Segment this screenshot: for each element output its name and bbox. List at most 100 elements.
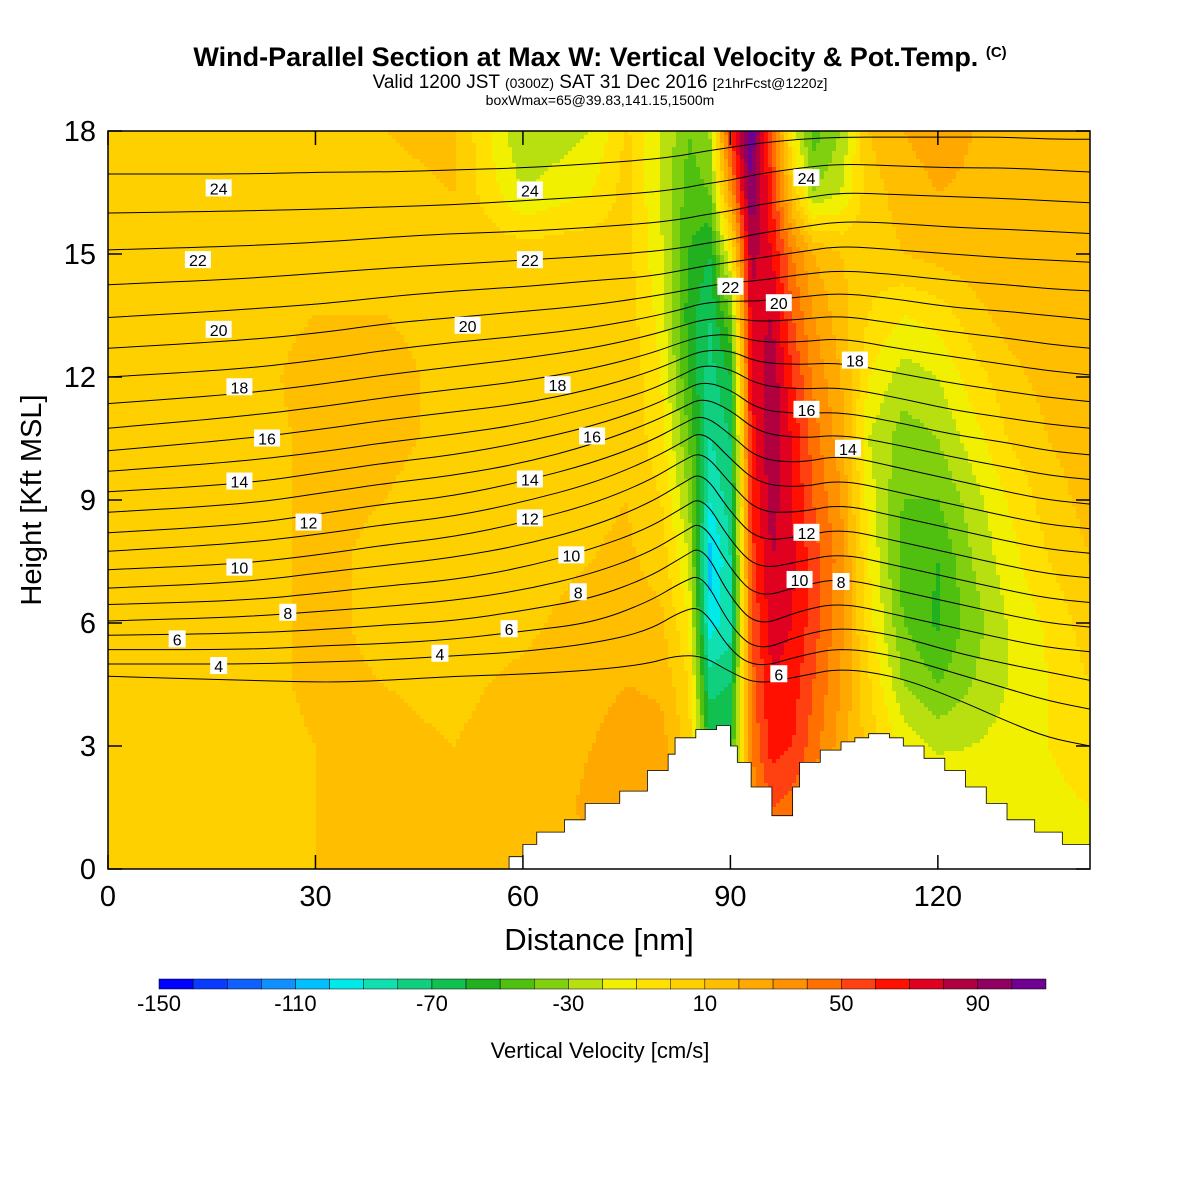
velocity-cell xyxy=(116,135,121,140)
velocity-cell xyxy=(124,211,129,216)
velocity-cell xyxy=(116,807,121,812)
velocity-cell xyxy=(116,551,121,556)
velocity-cell xyxy=(116,711,121,716)
velocity-cell xyxy=(112,655,117,660)
velocity-cell xyxy=(116,259,121,264)
velocity-cell xyxy=(116,255,121,260)
velocity-cell xyxy=(120,535,125,540)
velocity-cell xyxy=(116,767,121,772)
velocity-cell xyxy=(124,279,129,284)
velocity-cell xyxy=(116,359,121,364)
velocity-cell xyxy=(116,271,121,276)
velocity-cell xyxy=(112,687,117,692)
velocity-cell xyxy=(120,335,125,340)
velocity-cell xyxy=(112,811,117,816)
velocity-cell xyxy=(112,559,117,564)
velocity-cell xyxy=(112,339,117,344)
velocity-cell xyxy=(112,199,117,204)
velocity-cell xyxy=(124,183,129,188)
velocity-cell xyxy=(120,519,125,524)
velocity-cell xyxy=(120,231,125,236)
velocity-cell xyxy=(120,787,125,792)
velocity-cell xyxy=(112,707,117,712)
velocity-cell xyxy=(112,815,117,820)
velocity-cell xyxy=(116,395,121,400)
velocity-cell xyxy=(120,523,125,528)
velocity-cell xyxy=(112,415,117,420)
velocity-cell xyxy=(120,515,125,520)
velocity-cell xyxy=(116,799,121,804)
velocity-cell xyxy=(112,531,117,536)
velocity-cell xyxy=(112,683,117,688)
velocity-cell xyxy=(116,675,121,680)
velocity-cell xyxy=(120,651,125,656)
velocity-cell xyxy=(116,627,121,632)
velocity-cell xyxy=(120,351,125,356)
velocity-cell xyxy=(116,311,121,316)
velocity-cell xyxy=(120,331,125,336)
velocity-cell xyxy=(120,167,125,172)
velocity-cell xyxy=(124,623,129,628)
velocity-cell xyxy=(112,775,117,780)
velocity-cell xyxy=(112,167,117,172)
velocity-cell xyxy=(112,571,117,576)
velocity-cell xyxy=(112,791,117,796)
velocity-cell xyxy=(112,147,117,152)
velocity-cell xyxy=(112,371,117,376)
velocity-cell xyxy=(124,463,129,468)
velocity-cell xyxy=(112,819,117,824)
velocity-cell xyxy=(112,787,117,792)
velocity-cell xyxy=(124,499,129,504)
velocity-cell xyxy=(124,515,129,520)
velocity-cell xyxy=(124,599,129,604)
velocity-cell xyxy=(112,231,117,236)
velocity-cell xyxy=(116,583,121,588)
velocity-cell xyxy=(116,263,121,268)
velocity-cell xyxy=(116,471,121,476)
velocity-cell xyxy=(120,367,125,372)
velocity-cell xyxy=(112,615,117,620)
velocity-cell xyxy=(120,239,125,244)
velocity-cell xyxy=(112,783,117,788)
velocity-cell xyxy=(120,459,125,464)
velocity-cell xyxy=(116,163,121,168)
velocity-cell xyxy=(112,483,117,488)
velocity-cell xyxy=(116,811,121,816)
velocity-cell xyxy=(116,599,121,604)
velocity-cell xyxy=(120,639,125,644)
velocity-cell xyxy=(124,407,129,412)
velocity-cell xyxy=(124,363,129,368)
velocity-cell xyxy=(116,835,121,840)
velocity-cell xyxy=(120,795,125,800)
velocity-cell xyxy=(112,847,117,852)
velocity-cell xyxy=(124,455,129,460)
velocity-cell xyxy=(120,539,125,544)
velocity-cell xyxy=(124,331,129,336)
velocity-cell xyxy=(124,571,129,576)
velocity-cell xyxy=(120,571,125,576)
velocity-cell xyxy=(120,615,125,620)
velocity-cell xyxy=(112,723,117,728)
velocity-cell xyxy=(120,387,125,392)
velocity-cell xyxy=(116,443,121,448)
velocity-cell xyxy=(120,559,125,564)
velocity-cell xyxy=(112,215,117,220)
velocity-cell xyxy=(112,695,117,700)
velocity-cell xyxy=(112,451,117,456)
velocity-cell xyxy=(124,519,129,524)
velocity-cell xyxy=(116,351,121,356)
velocity-cell xyxy=(112,443,117,448)
velocity-cell xyxy=(124,219,129,224)
velocity-cell xyxy=(116,167,121,172)
velocity-cell xyxy=(116,455,121,460)
velocity-cell xyxy=(112,595,117,600)
velocity-cell xyxy=(120,427,125,432)
velocity-cell xyxy=(112,307,117,312)
velocity-cell xyxy=(112,643,117,648)
velocity-cell xyxy=(116,639,121,644)
velocity-cell xyxy=(120,659,125,664)
velocity-cell xyxy=(116,739,121,744)
velocity-cell xyxy=(120,731,125,736)
velocity-cell xyxy=(120,327,125,332)
velocity-cell xyxy=(124,259,129,264)
